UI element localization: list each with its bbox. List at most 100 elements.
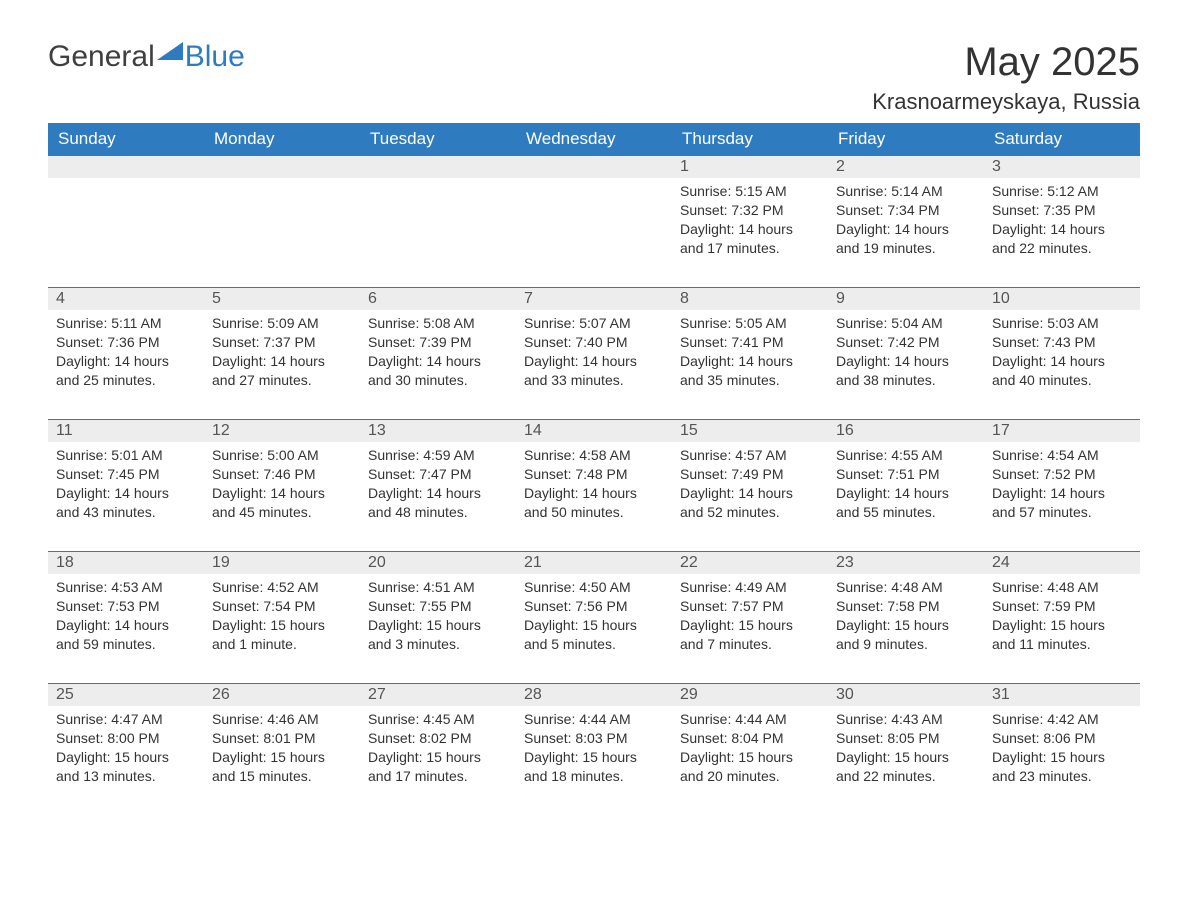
- sunset-text: Sunset: 7:47 PM: [368, 465, 508, 484]
- sunrise-text: Sunrise: 4:51 AM: [368, 578, 508, 597]
- day-details: Sunrise: 5:09 AMSunset: 7:37 PMDaylight:…: [204, 310, 360, 398]
- calendar-week-row: 1Sunrise: 5:15 AMSunset: 7:32 PMDaylight…: [48, 156, 1140, 288]
- day-details: Sunrise: 5:15 AMSunset: 7:32 PMDaylight:…: [672, 178, 828, 266]
- sunrise-text: Sunrise: 5:04 AM: [836, 314, 976, 333]
- logo-text-general: General: [48, 40, 155, 74]
- sunrise-text: Sunrise: 4:47 AM: [56, 710, 196, 729]
- day-number: 26: [204, 684, 360, 706]
- sunset-text: Sunset: 7:35 PM: [992, 201, 1132, 220]
- calendar-header-row: SundayMondayTuesdayWednesdayThursdayFrid…: [48, 123, 1140, 156]
- day-number: 30: [828, 684, 984, 706]
- calendar-cell: 10 Sunrise: 5:03 AMSunset: 7:43 PMDayligh…: [984, 288, 1140, 420]
- calendar-cell: 7Sunrise: 5:07 AMSunset: 7:40 PMDaylight…: [516, 288, 672, 420]
- day-details: Sunrise: 5:04 AMSunset: 7:42 PMDaylight:…: [828, 310, 984, 398]
- calendar-cell: 9Sunrise: 5:04 AMSunset: 7:42 PMDaylight…: [828, 288, 984, 420]
- day-number: 13: [360, 420, 516, 442]
- sunrise-text: Sunrise: 4:59 AM: [368, 446, 508, 465]
- calendar-cell: 26 Sunrise: 4:46 AMSunset: 8:01 PMDayligh…: [204, 684, 360, 816]
- daylight-text: Daylight: 15 hours and 23 minutes.: [992, 748, 1132, 786]
- sunrise-text: Sunrise: 4:42 AM: [992, 710, 1132, 729]
- daylight-text: Daylight: 14 hours and 59 minutes.: [56, 616, 196, 654]
- day-number-empty: [204, 156, 360, 178]
- daylight-text: Daylight: 15 hours and 13 minutes.: [56, 748, 196, 786]
- day-number: 31: [984, 684, 1140, 706]
- calendar-cell: 27Sunrise: 4:45 AMSunset: 8:02 PMDayligh…: [360, 684, 516, 816]
- sunset-text: Sunset: 7:58 PM: [836, 597, 976, 616]
- calendar-cell: 22Sunrise: 4:49 AMSunset: 7:57 PMDayligh…: [672, 552, 828, 684]
- sunset-text: Sunset: 7:43 PM: [992, 333, 1132, 352]
- sunrise-text: Sunrise: 4:46 AM: [212, 710, 352, 729]
- calendar-cell: 14Sunrise: 4:58 AMSunset: 7:48 PMDayligh…: [516, 420, 672, 552]
- day-details: Sunrise: 4:48 AMSunset: 7:59 PMDaylight:…: [984, 574, 1140, 662]
- calendar-cell: 11Sunrise: 5:01 AMSunset: 7:45 PMDayligh…: [48, 420, 204, 552]
- header: General Blue May 2025: [48, 40, 1140, 85]
- sunrise-text: Sunrise: 4:54 AM: [992, 446, 1132, 465]
- day-details: Sunrise: 4:59 AMSunset: 7:47 PMDaylight:…: [360, 442, 516, 530]
- calendar-cell: 8Sunrise: 5:05 AMSunset: 7:41 PMDaylight…: [672, 288, 828, 420]
- daylight-text: Daylight: 15 hours and 15 minutes.: [212, 748, 352, 786]
- day-number: 15: [672, 420, 828, 442]
- daylight-text: Daylight: 14 hours and 52 minutes.: [680, 484, 820, 522]
- sunset-text: Sunset: 7:57 PM: [680, 597, 820, 616]
- sunrise-text: Sunrise: 5:01 AM: [56, 446, 196, 465]
- calendar-cell: 30Sunrise: 4:43 AMSunset: 8:05 PMDayligh…: [828, 684, 984, 816]
- day-number: 16: [828, 420, 984, 442]
- sunset-text: Sunset: 8:06 PM: [992, 729, 1132, 748]
- sunset-text: Sunset: 7:48 PM: [524, 465, 664, 484]
- calendar-week-row: 18Sunrise: 4:53 AMSunset: 7:53 PMDayligh…: [48, 552, 1140, 684]
- daylight-text: Daylight: 14 hours and 17 minutes.: [680, 220, 820, 258]
- daylight-text: Daylight: 15 hours and 1 minute.: [212, 616, 352, 654]
- day-number: 17: [984, 420, 1140, 442]
- daylight-text: Daylight: 14 hours and 19 minutes.: [836, 220, 976, 258]
- calendar-cell: 3Sunrise: 5:12 AMSunset: 7:35 PMDaylight…: [984, 156, 1140, 288]
- sunrise-text: Sunrise: 5:14 AM: [836, 182, 976, 201]
- day-details: Sunrise: 5:14 AMSunset: 7:34 PMDaylight:…: [828, 178, 984, 266]
- sunrise-text: Sunrise: 4:48 AM: [992, 578, 1132, 597]
- daylight-text: Daylight: 14 hours and 33 minutes.: [524, 352, 664, 390]
- day-details: Sunrise: 4:57 AMSunset: 7:49 PMDaylight:…: [672, 442, 828, 530]
- day-number: 9: [828, 288, 984, 310]
- weekday-header: Friday: [828, 123, 984, 156]
- calendar-cell: [48, 156, 204, 288]
- day-number: 4: [48, 288, 204, 310]
- calendar-cell: 12Sunrise: 5:00 AMSunset: 7:46 PMDayligh…: [204, 420, 360, 552]
- sunset-text: Sunset: 7:34 PM: [836, 201, 976, 220]
- calendar-cell: 4Sunrise: 5:11 AMSunset: 7:36 PMDaylight…: [48, 288, 204, 420]
- calendar-cell: [204, 156, 360, 288]
- daylight-text: Daylight: 14 hours and 48 minutes.: [368, 484, 508, 522]
- sunset-text: Sunset: 8:01 PM: [212, 729, 352, 748]
- calendar-cell: 15Sunrise: 4:57 AMSunset: 7:49 PMDayligh…: [672, 420, 828, 552]
- sunrise-text: Sunrise: 5:11 AM: [56, 314, 196, 333]
- sunrise-text: Sunrise: 4:49 AM: [680, 578, 820, 597]
- day-number: 24: [984, 552, 1140, 574]
- daylight-text: Daylight: 14 hours and 35 minutes.: [680, 352, 820, 390]
- day-details: Sunrise: 4:58 AMSunset: 7:48 PMDaylight:…: [516, 442, 672, 530]
- day-number: 28: [516, 684, 672, 706]
- daylight-text: Daylight: 15 hours and 11 minutes.: [992, 616, 1132, 654]
- daylight-text: Daylight: 14 hours and 40 minutes.: [992, 352, 1132, 390]
- calendar-week-row: 11Sunrise: 5:01 AMSunset: 7:45 PMDayligh…: [48, 420, 1140, 552]
- daylight-text: Daylight: 14 hours and 25 minutes.: [56, 352, 196, 390]
- day-details: Sunrise: 4:50 AMSunset: 7:56 PMDaylight:…: [516, 574, 672, 662]
- sunset-text: Sunset: 8:04 PM: [680, 729, 820, 748]
- day-number: 22: [672, 552, 828, 574]
- day-details: Sunrise: 4:44 AMSunset: 8:03 PMDaylight:…: [516, 706, 672, 794]
- day-details: Sunrise: 5:07 AMSunset: 7:40 PMDaylight:…: [516, 310, 672, 398]
- calendar-cell: 21Sunrise: 4:50 AMSunset: 7:56 PMDayligh…: [516, 552, 672, 684]
- sunset-text: Sunset: 8:03 PM: [524, 729, 664, 748]
- day-number: 10: [984, 288, 1140, 310]
- sunset-text: Sunset: 7:32 PM: [680, 201, 820, 220]
- sunrise-text: Sunrise: 4:44 AM: [680, 710, 820, 729]
- sunset-text: Sunset: 7:56 PM: [524, 597, 664, 616]
- sunset-text: Sunset: 8:02 PM: [368, 729, 508, 748]
- day-number: 3: [984, 156, 1140, 178]
- page-title: May 2025: [964, 40, 1140, 85]
- sunrise-text: Sunrise: 5:03 AM: [992, 314, 1132, 333]
- calendar-table: SundayMondayTuesdayWednesdayThursdayFrid…: [48, 123, 1140, 816]
- calendar-cell: [360, 156, 516, 288]
- sunrise-text: Sunrise: 5:12 AM: [992, 182, 1132, 201]
- day-details: Sunrise: 4:53 AMSunset: 7:53 PMDaylight:…: [48, 574, 204, 662]
- daylight-text: Daylight: 15 hours and 3 minutes.: [368, 616, 508, 654]
- sunset-text: Sunset: 7:51 PM: [836, 465, 976, 484]
- calendar-cell: 19Sunrise: 4:52 AMSunset: 7:54 PMDayligh…: [204, 552, 360, 684]
